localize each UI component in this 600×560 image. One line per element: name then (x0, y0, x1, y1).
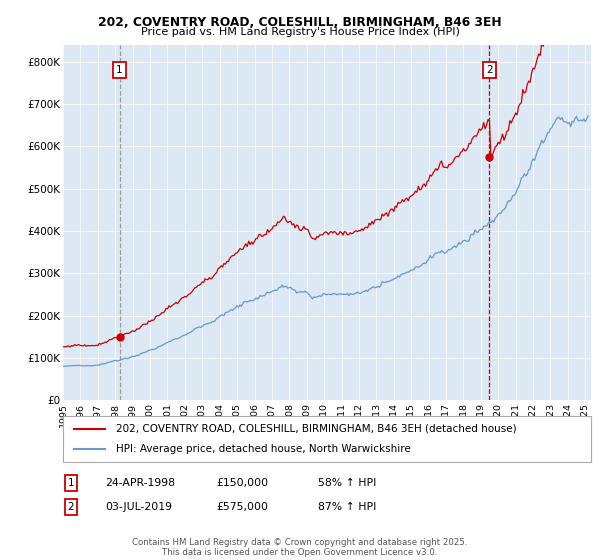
Text: 58% ↑ HPI: 58% ↑ HPI (318, 478, 376, 488)
Text: 202, COVENTRY ROAD, COLESHILL, BIRMINGHAM, B46 3EH: 202, COVENTRY ROAD, COLESHILL, BIRMINGHA… (98, 16, 502, 29)
Text: Price paid vs. HM Land Registry's House Price Index (HPI): Price paid vs. HM Land Registry's House … (140, 27, 460, 38)
Text: £575,000: £575,000 (216, 502, 268, 512)
Text: 2: 2 (67, 502, 74, 512)
Text: 1: 1 (67, 478, 74, 488)
Text: HPI: Average price, detached house, North Warwickshire: HPI: Average price, detached house, Nort… (116, 444, 410, 454)
Text: 1: 1 (116, 65, 123, 75)
Text: 87% ↑ HPI: 87% ↑ HPI (318, 502, 376, 512)
Text: 03-JUL-2019: 03-JUL-2019 (105, 502, 172, 512)
Text: Contains HM Land Registry data © Crown copyright and database right 2025.
This d: Contains HM Land Registry data © Crown c… (132, 538, 468, 557)
FancyBboxPatch shape (63, 416, 591, 462)
Text: 202, COVENTRY ROAD, COLESHILL, BIRMINGHAM, B46 3EH (detached house): 202, COVENTRY ROAD, COLESHILL, BIRMINGHA… (116, 424, 517, 434)
Text: £150,000: £150,000 (216, 478, 268, 488)
Text: 2: 2 (486, 65, 493, 75)
Text: 24-APR-1998: 24-APR-1998 (105, 478, 175, 488)
